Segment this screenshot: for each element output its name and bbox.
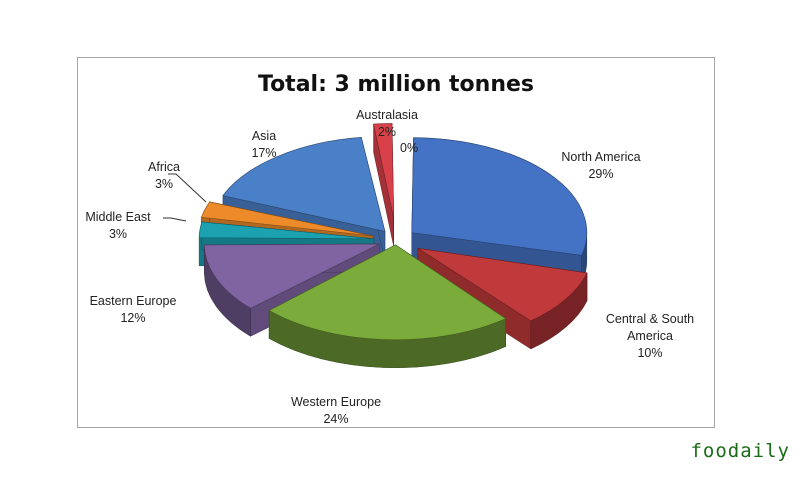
chart-title: Total: 3 million tonnes <box>257 72 535 97</box>
pie-slice-australasia <box>373 123 395 247</box>
watermark: foodaily <box>690 440 790 462</box>
pie-chart: North America 29% Central & South America 10… <box>85 108 694 426</box>
slice-label-middle-east: Middle East 3% <box>85 210 151 241</box>
slice-label-other: 0% <box>400 141 418 155</box>
slice-label-central-south-america: Central & South America 10% <box>606 312 694 360</box>
leader-line <box>168 173 207 203</box>
chart-frame: Total: 3 million tonnes North America 29%… <box>77 57 715 428</box>
leader-line <box>163 217 187 222</box>
slice-label-africa: Africa 3% <box>148 160 180 191</box>
slice-label-eastern-europe: Eastern Europe 12% <box>90 294 177 325</box>
slice-label-australasia: Australasia 2% <box>356 108 418 139</box>
pie-slice-western-europe <box>268 244 507 369</box>
slice-label-north-america: North America 29% <box>561 150 640 181</box>
slice-label-western-europe: Western Europe 24% <box>291 395 381 426</box>
slice-label-asia: Asia 17% <box>251 129 276 160</box>
